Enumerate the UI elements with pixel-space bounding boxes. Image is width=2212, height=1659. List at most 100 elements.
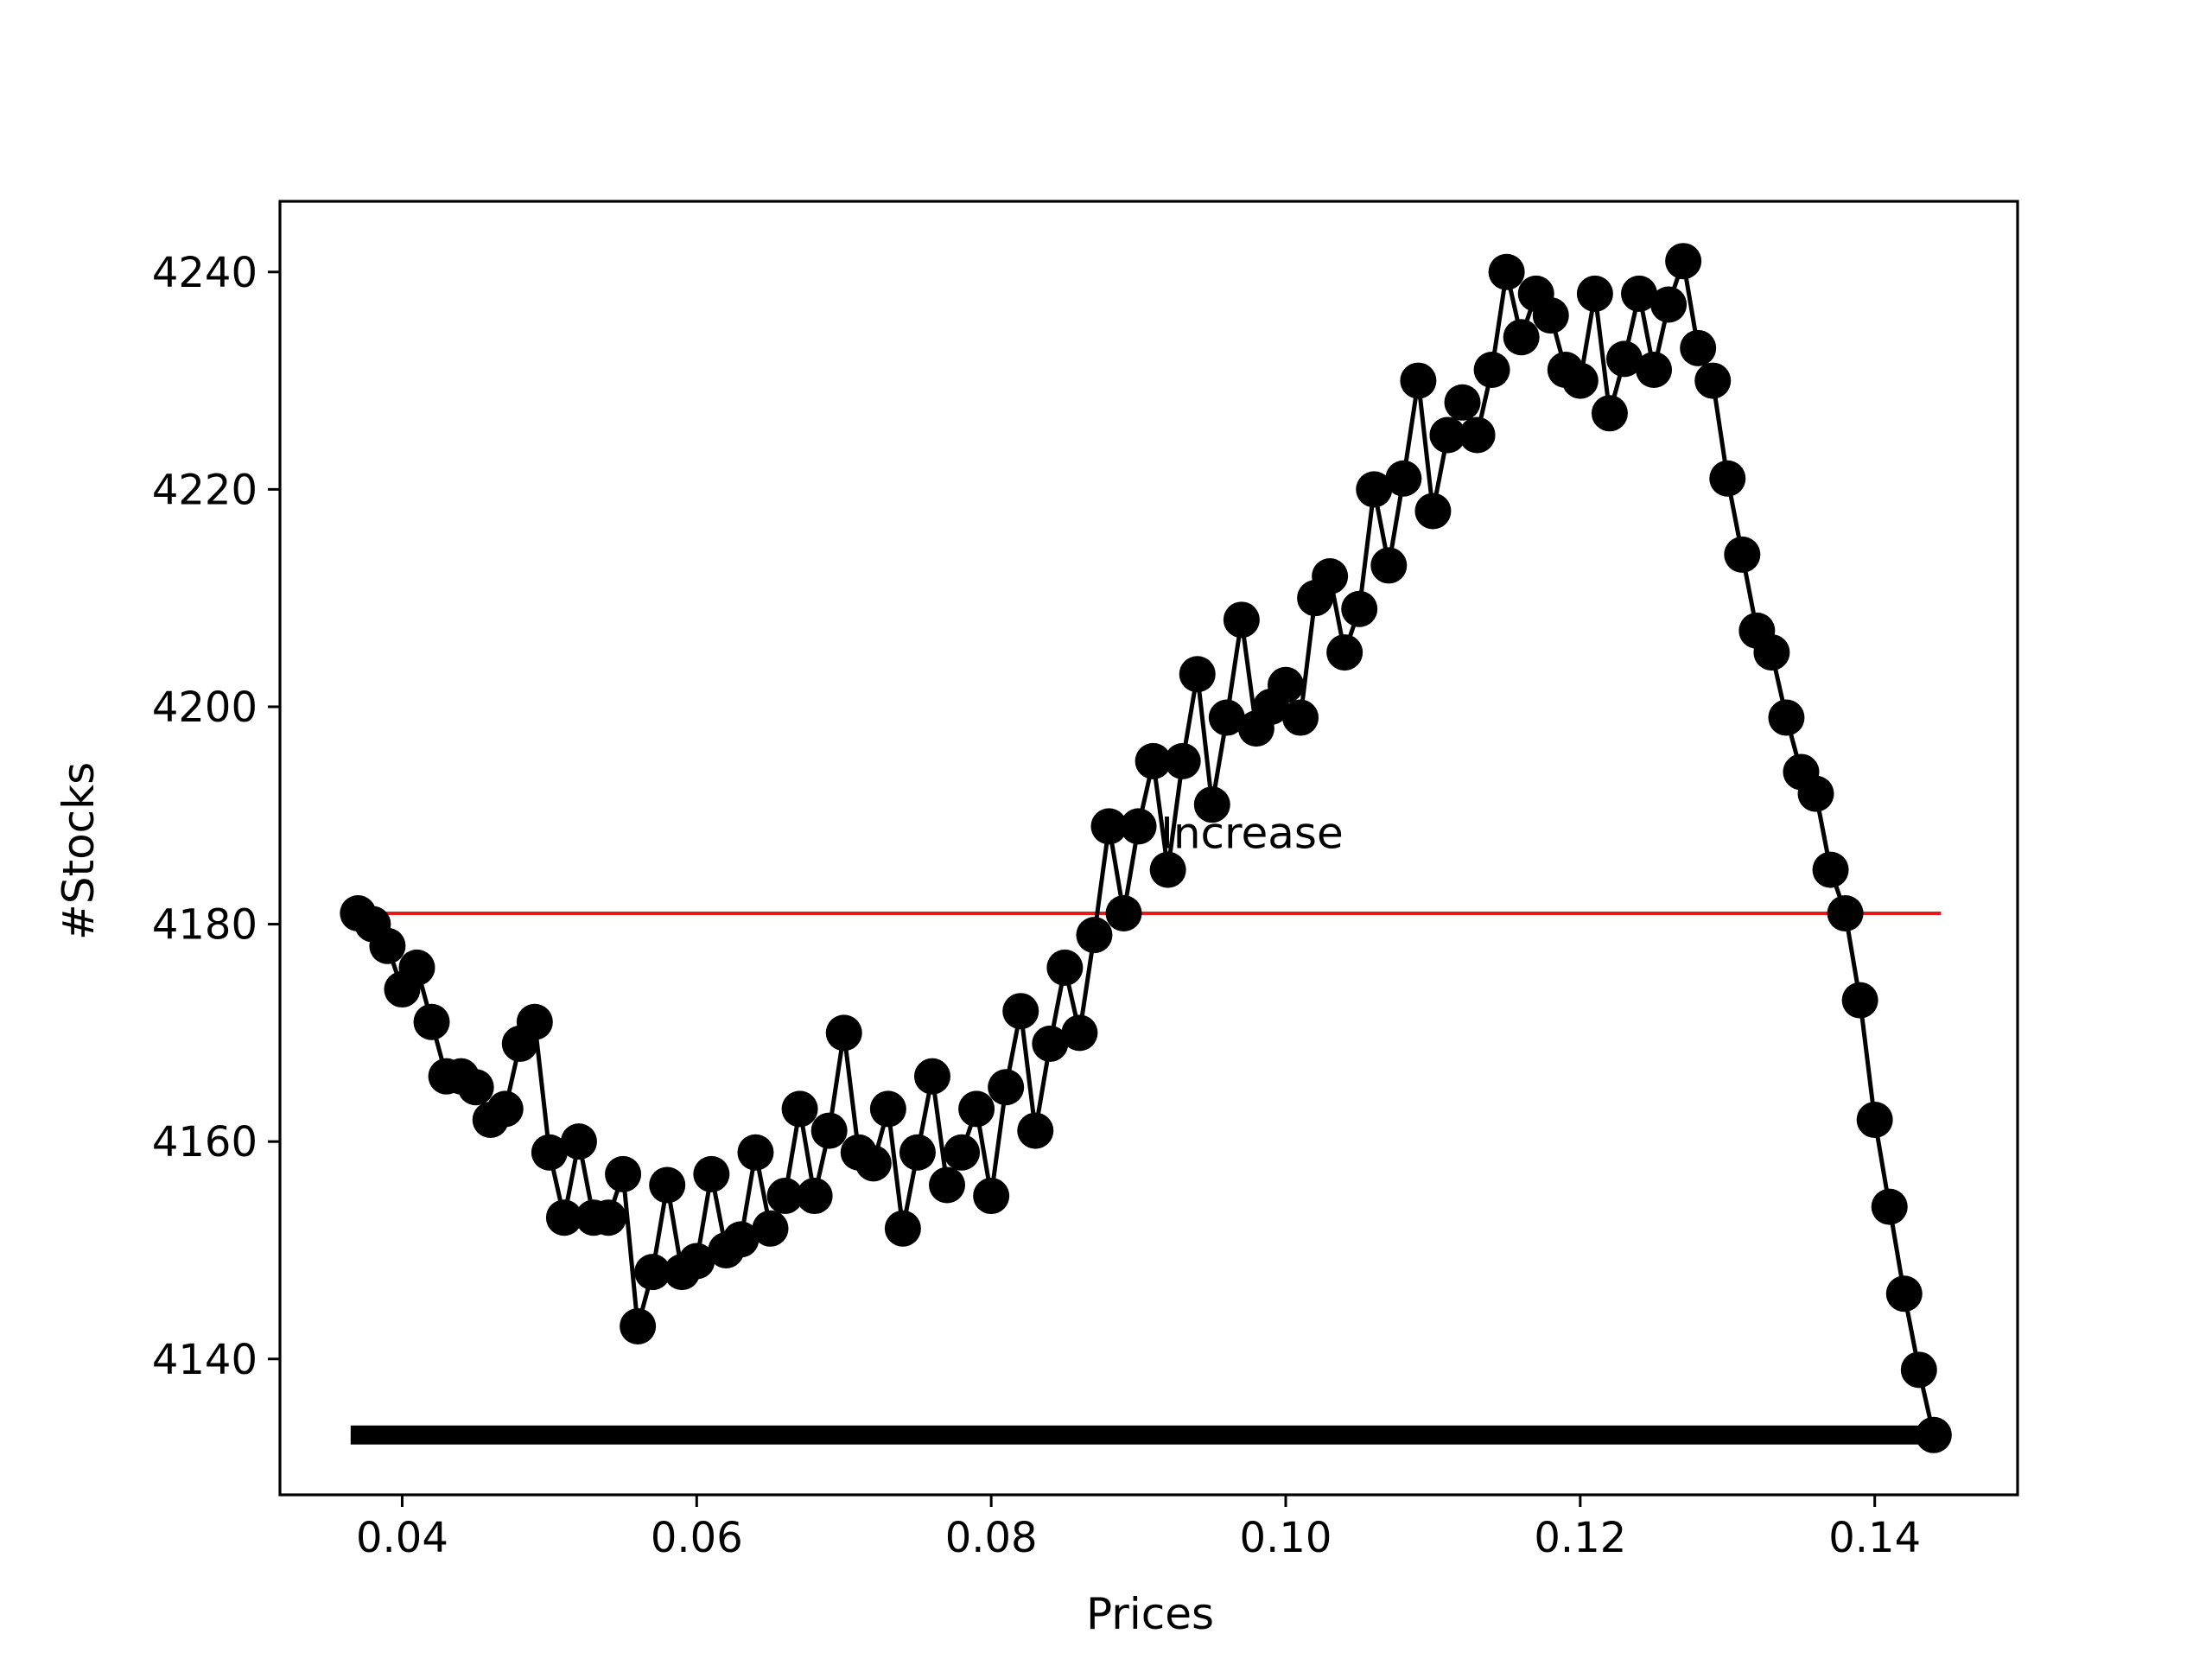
x-tick-label: 0.12 [1534, 1514, 1626, 1562]
data-point [1856, 1101, 1893, 1138]
data-point [855, 1145, 892, 1182]
data-point [560, 1123, 597, 1160]
data-point [1105, 894, 1142, 931]
data-point [1915, 1416, 1952, 1453]
data-point [413, 1003, 450, 1040]
data-point [1561, 362, 1599, 399]
y-axis: 4140 4160 4180 4200 4220 4240 [152, 249, 280, 1384]
data-point [1885, 1275, 1923, 1313]
data-point [722, 1221, 760, 1258]
data-point [869, 1090, 906, 1128]
data-point [1120, 808, 1157, 845]
data-point [1032, 1025, 1069, 1062]
data-point [1753, 634, 1790, 671]
data-point [1841, 982, 1878, 1019]
data-point [1827, 894, 1864, 931]
data-point [1665, 243, 1702, 280]
data-point [457, 1069, 494, 1106]
x-tick-label: 0.10 [1240, 1514, 1332, 1562]
data-point [1871, 1188, 1908, 1225]
data-point [1164, 742, 1201, 779]
data-point [1149, 851, 1186, 888]
data-point [531, 1134, 568, 1171]
x-tick-label: 0.06 [651, 1514, 743, 1562]
y-tick-label: 4240 [152, 249, 257, 297]
data-point [1812, 851, 1849, 888]
data-point [1488, 253, 1525, 290]
data-point [605, 1155, 642, 1192]
data-point [1694, 362, 1732, 399]
data-point [516, 1003, 553, 1040]
data-point [1709, 460, 1746, 497]
data-point [781, 1090, 818, 1128]
data-point [1503, 319, 1540, 356]
y-tick-label: 4220 [152, 466, 257, 514]
data-point [1459, 416, 1496, 454]
data-point [1076, 917, 1113, 954]
data-point [678, 1243, 715, 1280]
x-axis: 0.04 0.06 0.08 0.10 0.12 0.14 [356, 1495, 1921, 1562]
data-point [929, 1166, 966, 1204]
data-point [1370, 547, 1408, 584]
data-point [1605, 340, 1643, 378]
data-point [1282, 699, 1319, 736]
plot-frame [278, 200, 2019, 1497]
data-point [796, 1178, 833, 1215]
data-point [1017, 1112, 1054, 1149]
data-point [1002, 993, 1039, 1030]
data-point [1621, 275, 1658, 312]
data-point [1223, 601, 1260, 639]
data-point [825, 1014, 862, 1052]
data-point [899, 1134, 936, 1171]
y-tick-label: 4160 [152, 1118, 257, 1166]
data-point [369, 927, 406, 964]
data-point [620, 1308, 657, 1345]
data-point [884, 1210, 921, 1247]
data-point [1208, 699, 1245, 736]
data-point [1680, 329, 1717, 366]
data-point [1326, 634, 1363, 671]
data-point [1312, 558, 1349, 595]
data-point [988, 1069, 1025, 1106]
x-tick-label: 0.04 [356, 1514, 448, 1562]
data-point [737, 1134, 774, 1171]
data-point [1532, 297, 1569, 334]
data-point [486, 1090, 524, 1128]
data-point [590, 1199, 627, 1236]
data-point [1768, 699, 1805, 736]
data-point [1900, 1351, 1937, 1389]
data-point [1724, 536, 1761, 573]
data-point [958, 1090, 995, 1128]
data-point [1267, 666, 1304, 703]
data-point [1193, 786, 1230, 823]
data-point [1135, 742, 1172, 779]
data-point [1356, 471, 1393, 508]
data-point [1576, 275, 1613, 312]
y-tick-label: 4180 [152, 901, 257, 950]
data-point [752, 1210, 789, 1247]
x-axis-title: Prices [1086, 1589, 1214, 1639]
data-point [1636, 351, 1673, 388]
data-point [693, 1155, 730, 1192]
annotation-label: Increase [1160, 809, 1344, 859]
data-point [1444, 384, 1481, 421]
data-point [1400, 362, 1437, 399]
data-point [810, 1112, 848, 1149]
data-point [944, 1134, 981, 1171]
data-point [1591, 395, 1628, 432]
data-point [1385, 460, 1422, 497]
data-point [634, 1254, 671, 1291]
y-tick-label: 4200 [152, 683, 257, 732]
y-axis-title: #Stocks [54, 762, 104, 940]
data-point [1414, 493, 1452, 530]
plot-area [340, 243, 1952, 1453]
x-tick-label: 0.08 [945, 1514, 1038, 1562]
data-point [1429, 416, 1466, 454]
data-point [1046, 949, 1084, 986]
data-point [649, 1166, 686, 1204]
y-tick-label: 4140 [152, 1336, 257, 1384]
data-point [1090, 808, 1128, 845]
data-point [398, 949, 435, 986]
x-tick-label: 0.14 [1828, 1514, 1921, 1562]
